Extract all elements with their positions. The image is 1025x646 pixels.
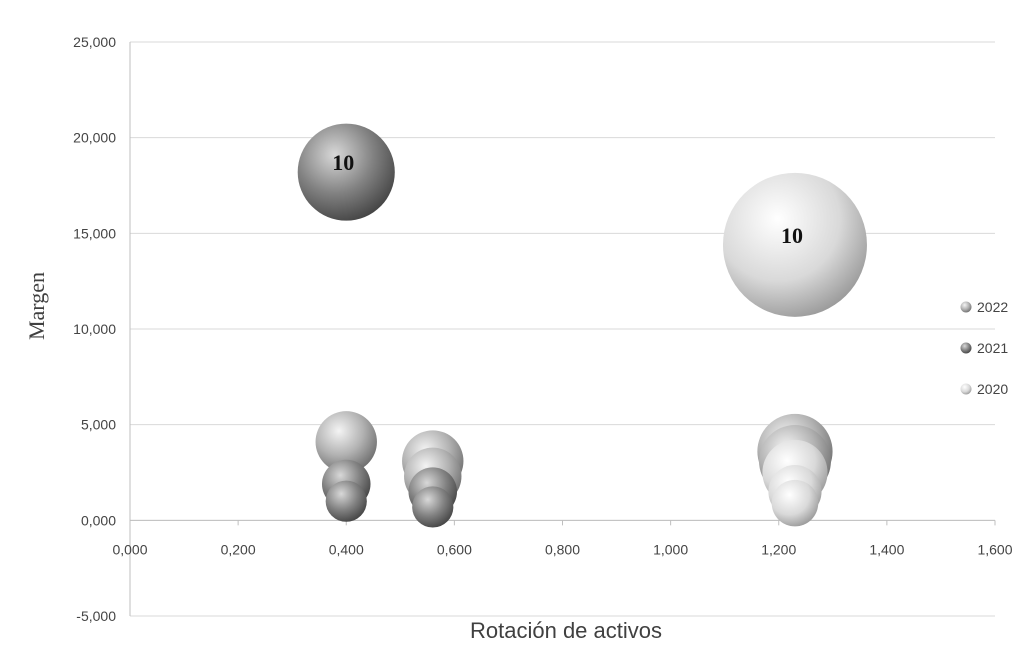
- y-tick-label: 0,000: [81, 512, 116, 528]
- bubble-2021: [412, 486, 454, 528]
- x-tick-label: 0,800: [545, 541, 580, 557]
- bubble-data-label: 10: [332, 150, 354, 175]
- bubble-2020: [722, 172, 867, 317]
- y-axis-title: Margen: [24, 272, 49, 340]
- x-tick-label: 0,200: [221, 541, 256, 557]
- y-tick-label: 20,000: [73, 130, 116, 146]
- legend-marker-2022: [960, 301, 972, 313]
- x-tick-label: 0,600: [437, 541, 472, 557]
- legend-label-2020: 2020: [977, 381, 1008, 397]
- legend-marker-2020: [960, 383, 972, 395]
- legend-label-2022: 2022: [977, 299, 1008, 315]
- bubble-2021: [325, 480, 367, 522]
- bubble-data-label: 10: [781, 223, 803, 248]
- y-tick-label: 10,000: [73, 321, 116, 337]
- y-tick-label: 15,000: [73, 225, 116, 241]
- x-tick-label: 1,000: [653, 541, 688, 557]
- x-tick-label: 1,200: [761, 541, 796, 557]
- x-tick-label: 1,400: [869, 541, 904, 557]
- data-labels: 10 10: [332, 150, 803, 248]
- x-axis-title: Rotación de activos: [470, 618, 662, 643]
- legend-marker-2021: [960, 342, 972, 354]
- bubbles: [297, 123, 867, 528]
- x-tick-label: 1,600: [977, 541, 1012, 557]
- bubble-2022: [315, 411, 377, 473]
- x-tick-label: 0,000: [112, 541, 147, 557]
- y-tick-label: -5,000: [76, 608, 116, 624]
- y-tick-label: 5,000: [81, 417, 116, 433]
- axes: -5,000 0,000 5,000 10,000 15,000 20,000 25,000…: [73, 34, 1013, 624]
- bubble-2021: [297, 123, 395, 221]
- x-tick-label: 0,400: [329, 541, 364, 557]
- legend-label-2021: 2021: [977, 340, 1008, 356]
- gridlines: [130, 41, 995, 617]
- bubble-2020: [771, 479, 819, 527]
- y-tick-label: 25,000: [73, 34, 116, 50]
- legend: 2022 2021 2020: [960, 299, 1008, 397]
